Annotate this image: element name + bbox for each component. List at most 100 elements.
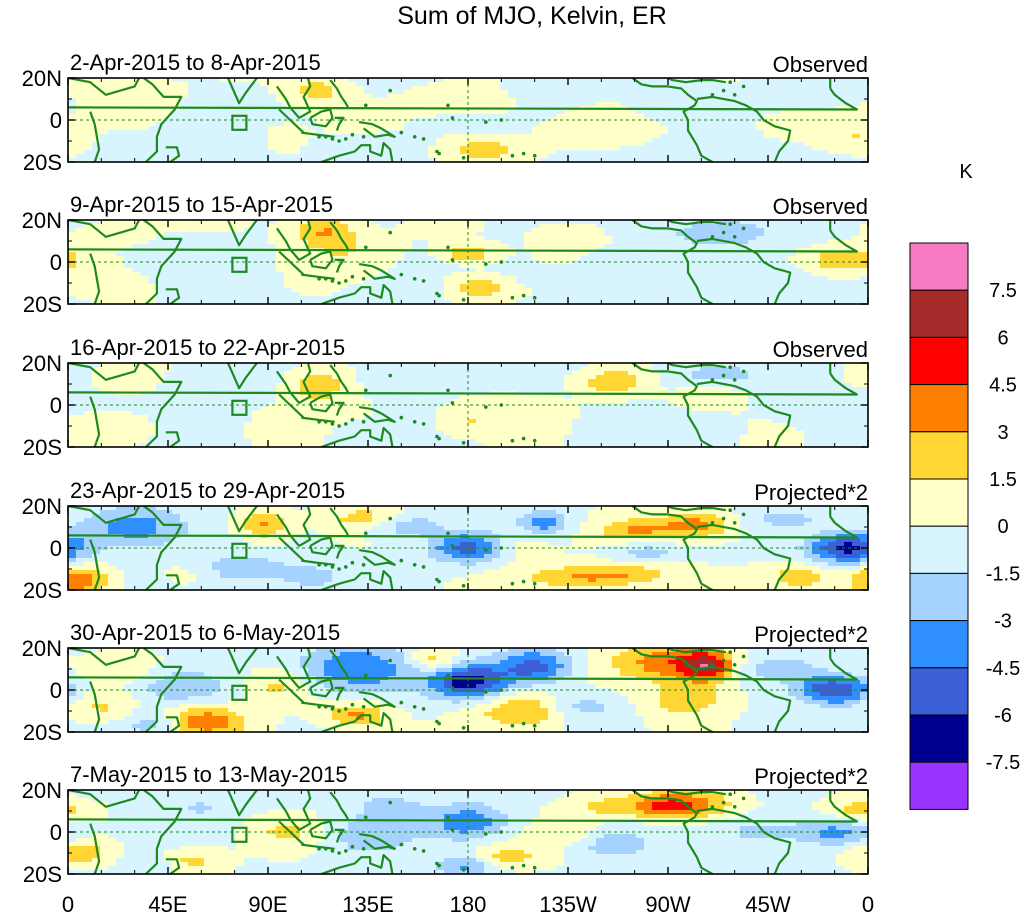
field-cell [276,383,285,388]
field-cell [812,268,821,273]
field-cell [596,292,605,297]
field-cell [500,224,509,229]
field-cell [372,150,381,155]
field-cell [572,86,581,91]
field-cell [236,130,245,135]
field-cell [812,118,821,123]
field-cell [396,379,405,384]
field-cell [68,126,77,131]
field-cell [740,300,749,304]
field-cell [748,244,757,249]
field-cell [636,110,645,115]
field-cell [100,268,109,273]
field-cell [484,126,493,131]
field-cell [340,110,349,115]
field-cell [316,154,325,159]
field-cell [380,260,389,265]
field-cell [108,244,117,249]
field-cell [124,244,133,249]
field-cell [356,260,365,265]
field-cell [268,268,277,273]
field-cell [140,224,149,229]
field-cell [148,126,157,131]
field-cell [108,130,117,135]
field-cell [172,126,181,131]
field-cell [428,158,437,162]
field-cell [460,158,469,162]
field-cell [788,142,797,147]
field-cell [116,110,125,115]
field-cell [772,146,781,151]
field-cell [452,138,461,143]
field-cell [604,86,613,91]
field-cell [724,236,733,241]
field-cell [204,122,213,127]
field-cell [780,90,789,95]
field-cell [540,98,549,103]
field-cell [252,126,261,131]
field-cell [364,134,373,139]
field-cell [396,383,405,388]
field-cell [820,102,829,107]
field-cell [116,272,125,277]
field-cell [796,240,805,245]
field-cell [812,284,821,289]
field-cell [148,130,157,135]
field-cell [540,300,549,304]
field-cell [748,288,757,293]
field-cell [612,363,621,368]
field-cell [516,98,525,103]
field-cell [300,256,309,261]
field-cell [700,224,709,229]
field-cell [124,252,133,257]
field-cell [140,375,149,380]
field-cell [92,82,101,87]
field-cell [220,146,229,151]
field-cell [292,276,301,281]
field-cell [76,272,85,277]
field-cell [748,134,757,139]
field-cell [260,130,269,135]
field-cell [220,288,229,293]
field-cell [468,232,477,237]
field-cell [716,122,725,127]
field-cell [212,256,221,261]
field-cell [372,130,381,135]
field-cell [748,236,757,241]
field-cell [476,232,485,237]
field-cell [788,110,797,115]
field-cell [204,371,213,376]
field-cell [244,98,253,103]
field-cell [660,102,669,107]
field-cell [116,228,125,233]
field-cell [820,224,829,229]
field-cell [516,94,525,99]
field-cell [636,126,645,131]
field-cell [764,264,773,269]
field-cell [820,272,829,277]
field-cell [404,158,413,162]
field-cell [812,86,821,91]
field-cell [268,296,277,301]
field-cell [612,240,621,245]
field-cell [316,371,325,376]
field-cell [372,158,381,162]
field-cell [492,78,501,83]
field-cell [444,272,453,277]
field-cell [588,256,597,261]
field-cell [556,220,565,225]
field-cell [516,363,525,368]
field-cell [132,252,141,257]
field-cell [556,102,565,107]
field-cell [132,292,141,297]
field-cell [748,86,757,91]
coastline [142,78,183,162]
field-cell [124,288,133,293]
field-cell [76,371,85,376]
field-cell [220,122,229,127]
island-dot [330,137,335,141]
field-cell [68,272,77,277]
field-cell [500,102,509,107]
field-cell [724,363,733,368]
field-cell [692,228,701,233]
